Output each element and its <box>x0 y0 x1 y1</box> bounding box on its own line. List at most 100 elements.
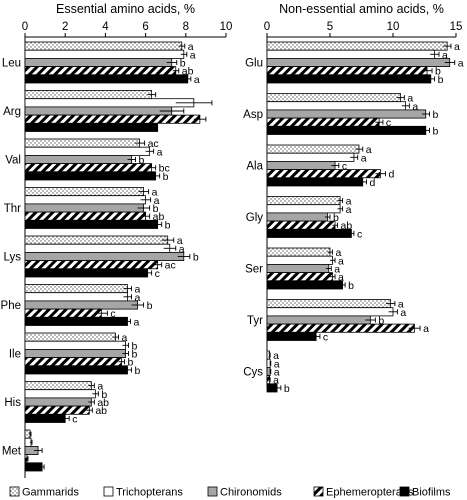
essential-ile-chironomids-bar <box>24 348 126 358</box>
essential-thr-biofilms-error-bar <box>153 221 163 227</box>
nonessential-asp-ephemeropterans-bar <box>266 117 380 127</box>
nonessential-glu-trichopterans-bar <box>266 49 435 59</box>
nonessential-ser-gammarids-error-bar <box>327 249 333 255</box>
essential-his-trichopterans-bar <box>24 389 96 399</box>
essential-thr-gammarids-sig-label: a <box>152 187 158 199</box>
essential-his-chironomids-error-bar <box>88 399 95 405</box>
nonessential-asp-trichopterans-sig-label: a <box>412 101 418 113</box>
essential-lys-biofilms-error-bar <box>143 270 153 276</box>
essential-category-arg: Arg <box>3 106 21 118</box>
essential-phe-ephemeropterans-sig-label: c <box>110 308 115 320</box>
nonessential-glu-biofilms-error-bar <box>427 76 436 82</box>
essential-thr-biofilms-bar <box>24 219 159 229</box>
legend: Gammarids Trichopterans Chironomids Ephemer… <box>9 486 451 499</box>
nonessential-glu-ephemeropterans-bar <box>266 66 428 76</box>
essential-his-biofilms-bar <box>24 413 66 423</box>
essential-thr-ephemeropterans-bar <box>24 211 146 221</box>
legend-item-gammarids: Gammarids <box>9 486 79 499</box>
nonessential-glu-gammarids-sig-label: a <box>454 41 460 53</box>
legend-item-ephemeropterans: Ephemeropterans <box>313 487 414 499</box>
essential-val-ephemeropterans-bar <box>24 163 153 173</box>
essential-val-chironomids-bar <box>24 154 132 164</box>
nonessential-cys-trichopterans-error-bar <box>269 360 272 366</box>
essential-lys-ephemeropterans-error-bar <box>153 262 163 268</box>
nonessential-asp-gammarids-error-bar <box>396 95 405 101</box>
essential-met-gammarids-error-bar <box>29 431 32 437</box>
nonessential-asp-chironomids-bar <box>266 109 427 119</box>
essential-his-chironomids-bar <box>24 397 92 407</box>
essential-val-ephemeropterans-sig-label: bc <box>159 163 170 175</box>
nonessential-panel: Non-essential amino acids, %0 5 10 15Gluaaa… <box>243 2 464 395</box>
nonessential-tyr-trichopterans-sig-label: a <box>400 307 406 319</box>
legend-swatch-trichopterans <box>103 486 114 497</box>
essential-arg-chironomids-bar <box>24 106 173 116</box>
nonessential-ala-biofilms-error-bar <box>358 179 367 185</box>
nonessential-cys-ephemeropterans-error-bar <box>268 377 271 383</box>
essential-lys-trichopterans-error-bar <box>163 245 177 251</box>
nonessential-tyr-chironomids-bar <box>266 315 371 325</box>
nonessential-gly-gammarids-error-bar <box>337 198 344 204</box>
essential-leu-ephemeropterans-bar <box>24 66 177 76</box>
nonessential-asp-trichopterans-error-bar <box>401 103 410 109</box>
essential-ile-ephemeropterans-bar <box>24 357 122 367</box>
essential-tick-label-6: 6 <box>142 21 148 33</box>
essential-val-trichopterans-sig-label: a <box>157 146 163 158</box>
legend-label-ephemeropterans: Ephemeropterans <box>326 487 414 499</box>
essential-arg-ephemeropterans-error-bar <box>193 116 207 122</box>
essential-val-chironomids-sig-label: b <box>139 155 145 167</box>
nonessential-ser-chironomids-bar <box>266 263 330 273</box>
essential-leu-ephemeropterans-sig-label: ab <box>182 66 194 78</box>
essential-thr-ephemeropterans-sig-label: ab <box>153 211 165 223</box>
essential-phe-biofilms-error-bar <box>124 318 131 324</box>
essential-his-trichopterans-sig-label: b <box>101 389 107 401</box>
essential-met-trichopterans-error-bar <box>30 439 33 445</box>
nonessential-cys-trichopterans-sig-label: a <box>274 358 280 370</box>
legend-swatch-gammarids <box>9 486 20 497</box>
essential-leu-trichopterans-error-bar <box>180 51 188 57</box>
nonessential-asp-biofilms-error-bar <box>421 127 430 133</box>
legend-label-trichopterans: Trichopterans <box>116 487 183 499</box>
nonessential-asp-chironomids-error-bar <box>421 111 430 117</box>
essential-thr-gammarids-error-bar <box>138 189 150 195</box>
essential-category-met: Met <box>2 446 22 458</box>
essential-val-biofilms-bar <box>24 171 157 181</box>
essential-phe-trichopterans-bar <box>24 292 128 302</box>
nonessential-tyr-ephemeropterans-sig-label: a <box>423 323 429 335</box>
legend-item-biofilms: Biofilms <box>399 487 451 499</box>
nonessential-gly-trichopterans-error-bar <box>337 206 344 212</box>
nonessential-gly-trichopterans-bar <box>266 204 341 214</box>
essential-ile-biofilms-error-bar <box>123 367 132 373</box>
nonessential-glu-biofilms-sig-label: b <box>438 74 444 86</box>
essential-phe-biofilms-sig-label: a <box>134 316 140 328</box>
nonessential-ser-trichopterans-sig-label: a <box>338 255 344 267</box>
essential-arg-biofilms-bar <box>24 122 159 132</box>
nonessential-ala-trichopterans-sig-label: a <box>361 152 367 164</box>
nonessential-tyr-gammarids-error-bar <box>386 301 396 307</box>
essential-ile-ephemeropterans-error-bar <box>118 359 125 365</box>
essential-thr-ephemeropterans-error-bar <box>141 213 151 219</box>
essential-val-trichopterans-error-bar <box>145 148 155 154</box>
essential-arg-trichopterans-error-bar <box>175 100 213 106</box>
essential-category-ile: Ile <box>9 349 21 361</box>
nonessential-asp-gammarids-sig-label: a <box>407 93 413 105</box>
nonessential-tick-label-15: 15 <box>450 21 463 33</box>
nonessential-ala-chironomids-sig-label: c <box>342 161 347 173</box>
essential-thr-trichopterans-error-bar <box>140 197 152 203</box>
essential-phe-chironomids-sig-label: b <box>147 300 153 312</box>
essential-his-ephemeropterans-bar <box>24 405 90 415</box>
essential-val-gammarids-error-bar <box>134 140 146 146</box>
nonessential-glu-biofilms-bar <box>266 74 432 84</box>
nonessential-ser-biofilms-sig-label: b <box>348 280 354 292</box>
essential-category-his: His <box>4 397 21 409</box>
legend-label-gammarids: Gammarids <box>22 487 79 499</box>
nonessential-ala-ephemeropterans-sig-label: d <box>388 169 394 181</box>
essential-panel: Essential amino acids, %0 2 4 6 8 10Leuaababa… <box>1 2 232 478</box>
essential-arg-gammarids-bar <box>24 90 153 100</box>
essential-his-ephemeropterans-error-bar <box>86 407 93 413</box>
essential-lys-chironomids-bar <box>24 251 185 261</box>
essential-arg-trichopterans-bar <box>24 98 195 108</box>
essential-leu-chironomids-error-bar <box>166 60 178 65</box>
nonessential-category-ser: Ser <box>245 264 263 276</box>
essential-ile-ephemeropterans-sig-label: b <box>127 357 133 369</box>
essential-thr-chironomids-error-bar <box>137 205 151 211</box>
